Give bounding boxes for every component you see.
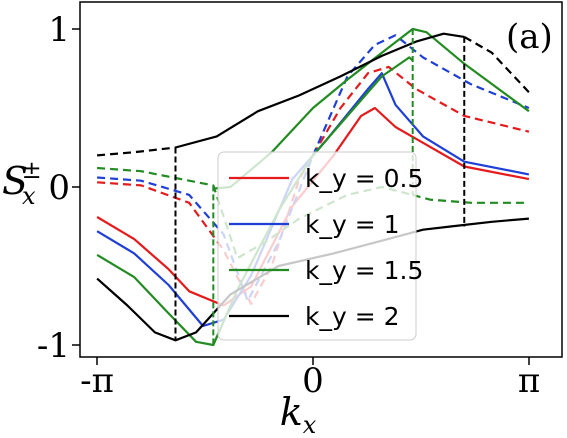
- legend-label-2: k_y = 1: [305, 210, 400, 239]
- series-1-dashed-upper: [97, 65, 530, 305]
- y-tick-label-3: 1: [48, 10, 70, 50]
- legend-label-4: k_y = 2: [305, 302, 400, 331]
- x-tick-label-2: 0: [302, 361, 324, 401]
- series-2-dashed-upper: [97, 34, 530, 302]
- panel-label: (a): [506, 17, 553, 57]
- legend-label-3: k_y = 1.5: [305, 256, 423, 285]
- series-4-dashed-upper: [463, 35, 530, 93]
- x-tick-label-1: -π: [80, 361, 114, 401]
- ticks: -π 0 π -1 0 1: [37, 10, 540, 401]
- y-tick-label-1: -1: [37, 326, 70, 366]
- svg-text:Sx±: Sx±: [2, 156, 42, 210]
- legend: k_y = 0.5 k_y = 1 k_y = 1.5 k_y = 2: [217, 151, 423, 341]
- legend-label-1: k_y = 0.5: [305, 164, 423, 193]
- legend-box: [217, 151, 417, 341]
- y-tick-label-2: 0: [48, 168, 70, 208]
- y-axis-label: Sx±: [2, 156, 42, 210]
- series-4-solid-upper: [175, 32, 465, 149]
- x-tick-label-3: π: [518, 361, 540, 401]
